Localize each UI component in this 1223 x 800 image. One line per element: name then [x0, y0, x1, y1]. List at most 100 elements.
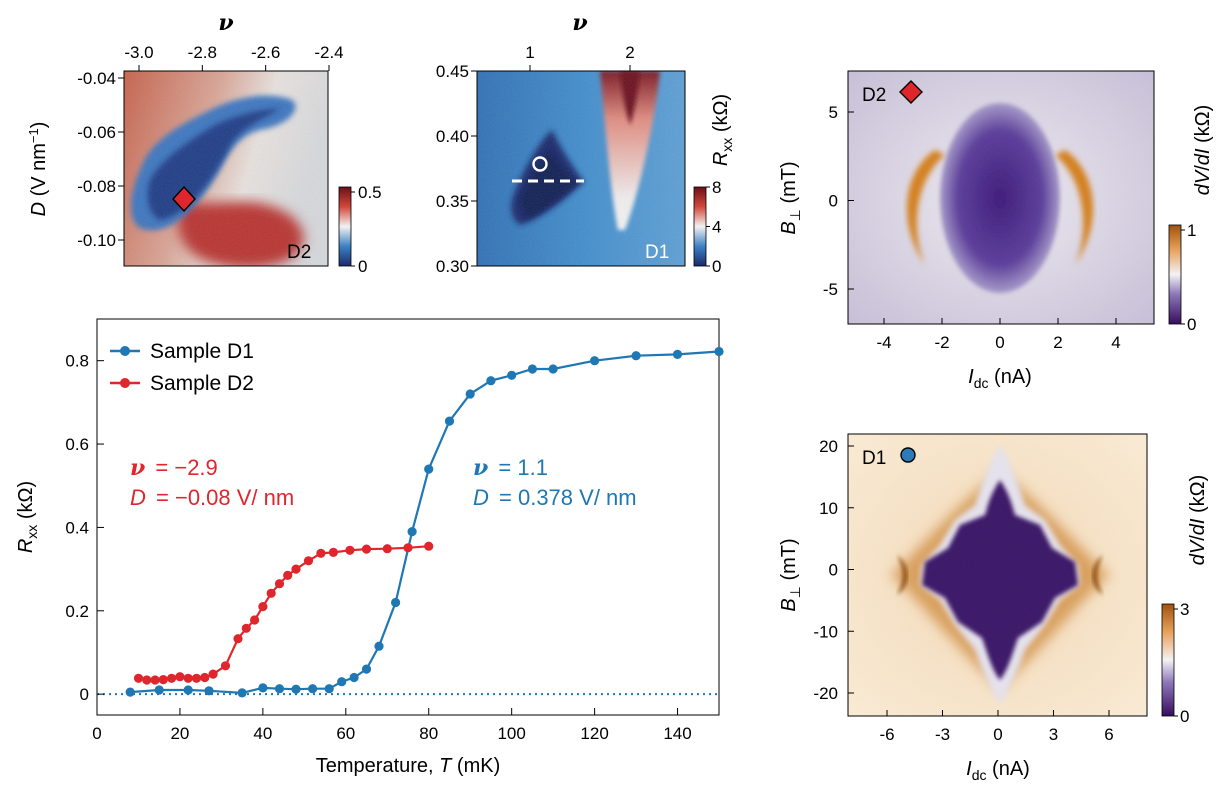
marker-diamond-tr — [899, 80, 923, 104]
annotation-d1: ν = 1.1 D = 0.378 V/ nm — [473, 455, 637, 510]
legend: Sample D1 Sample D2 — [110, 340, 254, 395]
y-axis-label-br: B⊥ (mT) — [778, 538, 803, 611]
data-point-d1 — [237, 688, 247, 698]
tr-y-tick-label: -5 — [823, 280, 838, 299]
colorbar-label-tm: Rxx (kΩ) — [710, 94, 735, 166]
annotation-d1-nu-value: = 1.1 — [498, 455, 548, 480]
legend-label-d1: Sample D1 — [150, 340, 254, 363]
main-x-tick-label: 100 — [497, 724, 525, 743]
tm-y-tick-label: 0.40 — [436, 127, 469, 146]
main-x-tick-label: 0 — [92, 724, 101, 743]
data-point-d1 — [590, 356, 600, 366]
data-point-d1 — [337, 677, 347, 687]
tl-cb-tick-label: 0 — [358, 257, 367, 276]
data-point-d1 — [424, 464, 434, 474]
colorbar-ticks-tr: 10 — [1181, 221, 1196, 334]
br-cb-tick-label: 3 — [1180, 600, 1189, 619]
br-y-tick-label: 10 — [819, 499, 838, 518]
top-ticks-tl: -3.0 -2.8 -2.6 -2.4 — [124, 43, 344, 71]
data-point-d2 — [233, 634, 243, 644]
annotation-d2: ν = −2.9 D = −0.08 V/ nm — [130, 455, 294, 510]
main-y-tick-label: 0.2 — [65, 602, 89, 621]
data-point-d1 — [154, 685, 164, 695]
colorbar-br — [1161, 603, 1175, 717]
top-axis-label-tl: ν — [218, 10, 233, 36]
data-point-d2 — [241, 623, 251, 633]
data-point-d2 — [175, 672, 185, 682]
tl-y-tick-label: -0.04 — [77, 69, 116, 88]
svg-text:ν = −2.9: ν = −2.9 — [130, 455, 218, 481]
tl-top-tick-label: -3.0 — [124, 43, 153, 62]
data-point-d2 — [382, 544, 392, 554]
marker-diamond-d2 — [172, 185, 196, 213]
annotation-d2-nu-symbol: ν — [130, 455, 145, 481]
tl-y-tick-label: -0.10 — [77, 231, 116, 250]
tm-cb-tick-label: 0 — [712, 257, 721, 276]
data-point-d2 — [250, 615, 260, 625]
tr-cb-tick-label: 0 — [1187, 315, 1196, 334]
y-ticks-tr: 5 0 -5 — [823, 103, 854, 299]
tr-cb-tick-label: 1 — [1187, 221, 1196, 240]
x-ticks-main: 0 20 40 60 80 100 120 140 — [92, 708, 692, 743]
data-point-d2 — [142, 675, 152, 685]
annotation-d2-d-value: = −0.08 V/ nm — [156, 485, 294, 510]
tl-cb-tick-label: 0.5 — [358, 183, 382, 202]
main-x-tick-label: 40 — [253, 724, 272, 743]
tr-x-tick-label: 0 — [995, 333, 1004, 352]
colorbar-tr — [1168, 224, 1182, 325]
colorbar-label-br: dV/dI (kΩ) — [1187, 475, 1209, 566]
data-point-d2 — [361, 544, 372, 554]
tm-y-tick-label: 0.35 — [436, 192, 469, 211]
data-point-d1 — [274, 684, 285, 694]
colorbar-ticks-br: 30 — [1174, 600, 1189, 726]
data-point-d1 — [507, 370, 517, 380]
main-x-tick-label: 80 — [419, 724, 438, 743]
data-point-d1 — [391, 597, 401, 608]
legend-label-d2: Sample D2 — [150, 372, 254, 395]
tr-y-tick-label: 0 — [829, 192, 838, 211]
y-ticks-tl: -0.04 -0.06 -0.08 -0.10 — [77, 69, 124, 250]
tm-top-tick-label: 2 — [625, 43, 634, 62]
legend-item-d2: Sample D2 — [110, 372, 254, 395]
marker-circle-d1 — [532, 156, 548, 172]
tm-cb-tick-label: 8 — [712, 178, 721, 197]
data-point-d2 — [191, 673, 202, 683]
br-y-tick-label: -20 — [813, 684, 838, 703]
device-tag-br: D1 — [862, 448, 886, 469]
data-point-d1 — [125, 687, 135, 697]
main-x-tick-label: 140 — [663, 724, 691, 743]
colorbar-label-tr: dV/dI (kΩ) — [1192, 105, 1214, 196]
main-x-tick-label: 60 — [336, 724, 355, 743]
data-point-d2 — [403, 543, 413, 553]
data-point-d1 — [465, 389, 475, 399]
tm-cb-tick-label: 4 — [712, 218, 721, 237]
tl-top-tick-label: -2.4 — [314, 43, 343, 62]
br-y-tick-label: -10 — [813, 622, 838, 641]
tr-y-tick-label: 5 — [829, 103, 838, 122]
data-point-d2 — [316, 548, 326, 558]
colorbar-ticks-tm: 8 4 0 — [706, 178, 721, 276]
top-axis-label-tm: ν — [572, 10, 587, 36]
x-axis-label-tr: Idc (nA) — [968, 366, 1032, 391]
device-tag-tl: D2 — [287, 242, 311, 263]
br-x-tick-label: 0 — [993, 725, 1002, 744]
tm-top-tick-label: 1 — [525, 43, 534, 62]
svg-text:D = −0.08 V/ nm: D = −0.08 V/ nm — [130, 485, 294, 510]
y-axis-label-tl: D (V nm−1) — [26, 122, 50, 217]
tr-x-tick-label: -4 — [876, 333, 891, 352]
annotation-d2-d-symbol: D — [130, 485, 146, 510]
br-x-tick-label: 6 — [1104, 725, 1113, 744]
device-tag-tm: D1 — [645, 242, 669, 263]
svg-text:ν = 1.1: ν = 1.1 — [473, 455, 548, 481]
main-y-tick-label: 0.8 — [65, 352, 89, 371]
heatmap-top-right: D2 -4 -2 0 2 4 50-5 Idc (nA) B⊥ (mT) 10 dV/d… — [778, 70, 1214, 391]
data-point-d2 — [345, 545, 355, 555]
colorbar-ticks-tl: 0.50 — [351, 183, 382, 276]
x-ticks-tr: -4 -2 0 2 4 — [876, 318, 1121, 352]
data-point-d1 — [291, 684, 301, 694]
tl-top-tick-label: -2.8 — [188, 43, 217, 62]
br-y-tick-label: 0 — [829, 561, 838, 580]
